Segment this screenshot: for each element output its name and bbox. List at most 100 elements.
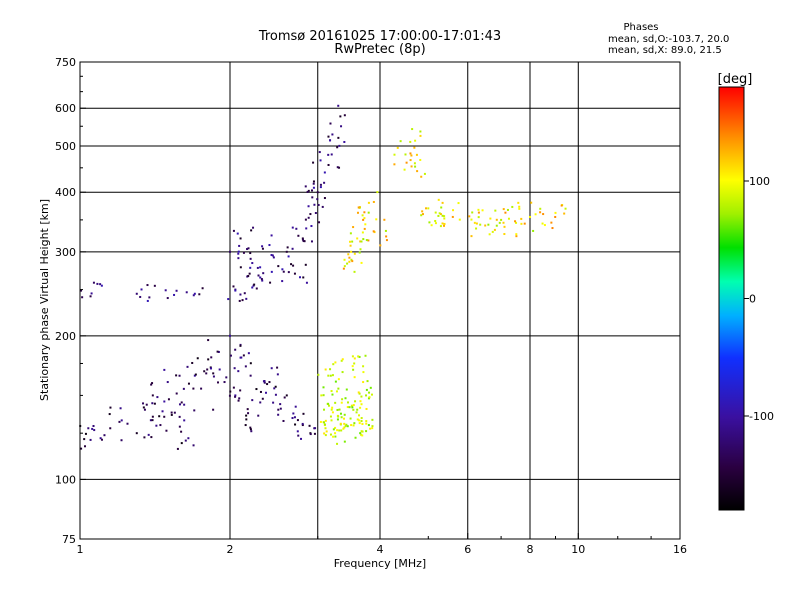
data-point <box>109 427 112 430</box>
data-point <box>293 272 296 275</box>
data-point <box>100 284 103 287</box>
data-point <box>360 395 363 398</box>
data-point <box>287 271 290 274</box>
data-point <box>334 432 337 435</box>
data-point <box>351 355 354 358</box>
x-tick-label: 1 <box>77 543 84 556</box>
data-point <box>306 190 309 193</box>
data-point <box>276 366 279 369</box>
grid-lines <box>80 62 680 539</box>
x-tick-label: 16 <box>673 543 687 556</box>
data-point <box>342 417 345 420</box>
data-point <box>420 214 423 217</box>
data-point <box>242 251 245 254</box>
data-point <box>316 198 319 201</box>
data-point <box>354 400 357 403</box>
data-point <box>237 370 240 373</box>
data-point <box>307 205 310 208</box>
data-point <box>283 396 286 399</box>
data-point <box>331 406 334 409</box>
data-point <box>363 227 366 230</box>
data-point <box>178 415 181 418</box>
data-point <box>503 225 506 228</box>
data-point <box>178 425 181 428</box>
data-point <box>334 426 337 429</box>
data-point <box>264 391 267 394</box>
data-point <box>277 265 280 268</box>
data-point <box>246 408 249 411</box>
data-point <box>298 276 301 279</box>
data-point <box>336 442 339 445</box>
data-point <box>348 406 351 409</box>
data-point <box>353 376 356 379</box>
data-points <box>79 104 567 450</box>
data-point <box>393 163 396 166</box>
data-point <box>384 229 387 232</box>
data-point <box>145 403 148 406</box>
data-point <box>340 125 343 128</box>
data-point <box>360 240 363 243</box>
data-point <box>329 415 332 418</box>
data-point <box>250 430 253 433</box>
data-point <box>187 437 190 440</box>
data-point <box>192 294 195 297</box>
data-point <box>323 408 326 411</box>
data-point <box>532 229 535 232</box>
data-point <box>146 299 149 302</box>
data-point <box>335 390 338 393</box>
y-tick-label: 400 <box>55 186 76 199</box>
data-point <box>93 429 96 432</box>
data-point <box>515 233 518 236</box>
data-point <box>356 237 359 240</box>
data-point <box>352 424 355 427</box>
y-tick-label: 300 <box>55 246 76 259</box>
data-point <box>304 185 307 188</box>
data-point <box>404 153 407 156</box>
data-point <box>414 139 417 142</box>
data-point <box>416 170 419 173</box>
data-point <box>409 152 412 155</box>
data-point <box>109 406 112 409</box>
data-point <box>470 218 473 221</box>
data-point <box>560 204 563 207</box>
data-point <box>385 235 388 238</box>
data-point <box>370 393 373 396</box>
x-axis: 1 2 4 6 8 10 16 <box>77 533 687 556</box>
data-point <box>232 229 235 232</box>
data-point <box>365 422 368 425</box>
data-point <box>175 392 178 395</box>
data-point <box>363 211 366 214</box>
y-tick-label: 200 <box>55 330 76 343</box>
data-point <box>165 429 168 432</box>
data-point <box>90 292 93 295</box>
data-point <box>327 374 330 377</box>
data-point <box>324 434 327 437</box>
data-point <box>564 207 567 210</box>
data-point <box>180 442 183 445</box>
data-point <box>243 292 246 295</box>
data-point <box>260 278 263 281</box>
data-point <box>84 445 87 448</box>
data-point <box>343 426 346 429</box>
data-point <box>292 412 295 415</box>
data-point <box>336 146 339 149</box>
data-point <box>319 420 322 423</box>
data-point <box>504 211 507 214</box>
data-point <box>285 394 288 397</box>
data-point <box>554 215 557 218</box>
data-point <box>329 433 332 436</box>
data-point <box>237 252 240 255</box>
data-point <box>244 365 247 368</box>
data-point <box>352 404 355 407</box>
data-point <box>322 394 325 397</box>
data-point <box>342 427 345 430</box>
data-point <box>184 439 187 442</box>
data-point <box>91 427 94 430</box>
data-point <box>292 264 295 267</box>
x-tick-label: 4 <box>377 543 384 556</box>
data-point <box>563 212 566 215</box>
data-point <box>330 153 333 156</box>
data-point <box>83 438 86 441</box>
data-point <box>252 284 255 287</box>
